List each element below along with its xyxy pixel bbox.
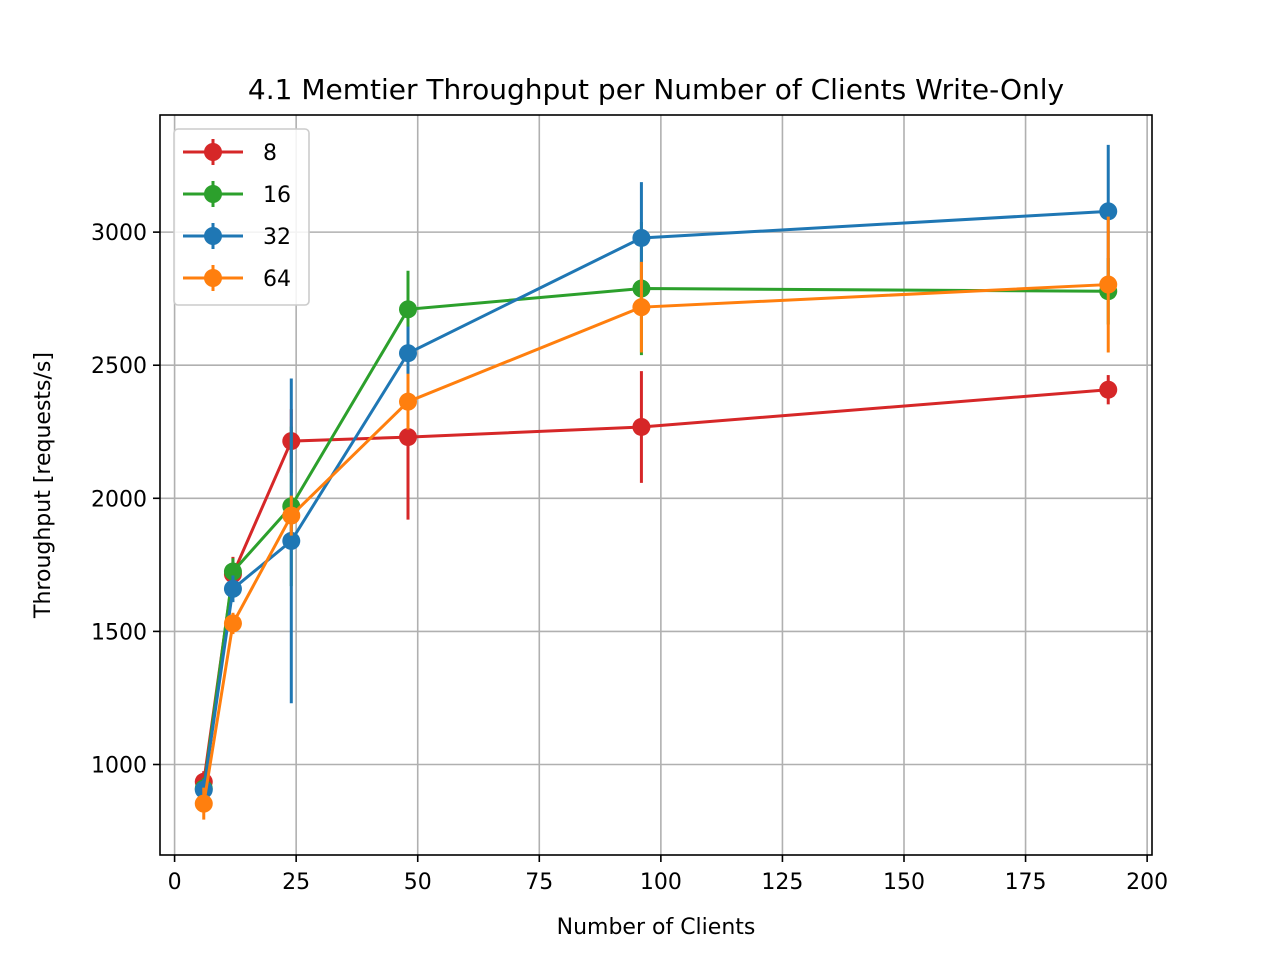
data-point [223,562,242,581]
y-tick-label: 2500 [91,354,147,379]
data-point [1099,275,1118,294]
series-line [202,388,1109,783]
series-16 [194,222,1118,800]
series-line [202,209,1109,790]
y-tick-label: 1500 [91,620,147,645]
x-tick-label: 125 [761,870,803,895]
legend-box [173,128,310,306]
x-tick-label: 75 [525,870,553,895]
data-point [399,428,417,447]
legend-marker [204,143,222,161]
legend-marker [204,269,222,287]
grid [160,115,1152,855]
data-point [632,298,651,317]
data-point [223,614,242,633]
x-tick-label: 25 [282,870,310,895]
data-point [399,392,417,411]
series-line [202,287,1109,789]
data-point [223,579,242,598]
data-point [632,417,651,436]
series-line [202,283,1109,804]
legend-label: 64 [263,267,291,292]
legend-item: 32 [183,223,291,250]
legend-marker [204,185,222,203]
data-point [1099,202,1118,221]
x-tick-label: 50 [404,870,432,895]
data-point [399,300,417,319]
legend-label: 8 [263,141,277,166]
data-point [1099,380,1118,399]
data-point [282,506,301,525]
y-tick-label: 2000 [91,487,147,512]
y-tick-label: 3000 [91,221,147,246]
ticks: 0 25 50 75 100 125 150 175 200 1000 1500 2000 2500 30… [91,221,1168,895]
series-32 [194,144,1118,801]
data-point [632,228,651,247]
data-point [194,794,213,813]
legend: 8 16 32 64 [173,128,310,306]
data-point [282,531,301,550]
x-tick-label: 175 [1005,870,1047,895]
legend-item: 8 [183,139,277,166]
x-tick-label: 0 [168,870,182,895]
legend-item: 16 [183,181,291,208]
y-axis-label: Throughput [requests/s] [31,352,56,619]
x-tick-label: 100 [640,870,682,895]
series-8 [194,354,1118,793]
legend-label: 32 [263,225,291,250]
plot-frame [159,114,1153,856]
legend-marker [204,227,222,245]
series-64 [194,216,1118,820]
x-axis-label: Number of Clients [557,915,756,940]
series-layer [194,144,1118,820]
data-point [399,344,417,363]
legend-item: 64 [183,265,291,292]
x-tick-label: 200 [1126,870,1168,895]
chart-title: 4.1 Memtier Throughput per Number of Cli… [248,73,1064,106]
y-tick-label: 1000 [91,753,147,778]
legend-label: 16 [263,183,291,208]
x-tick-label: 150 [883,870,925,895]
